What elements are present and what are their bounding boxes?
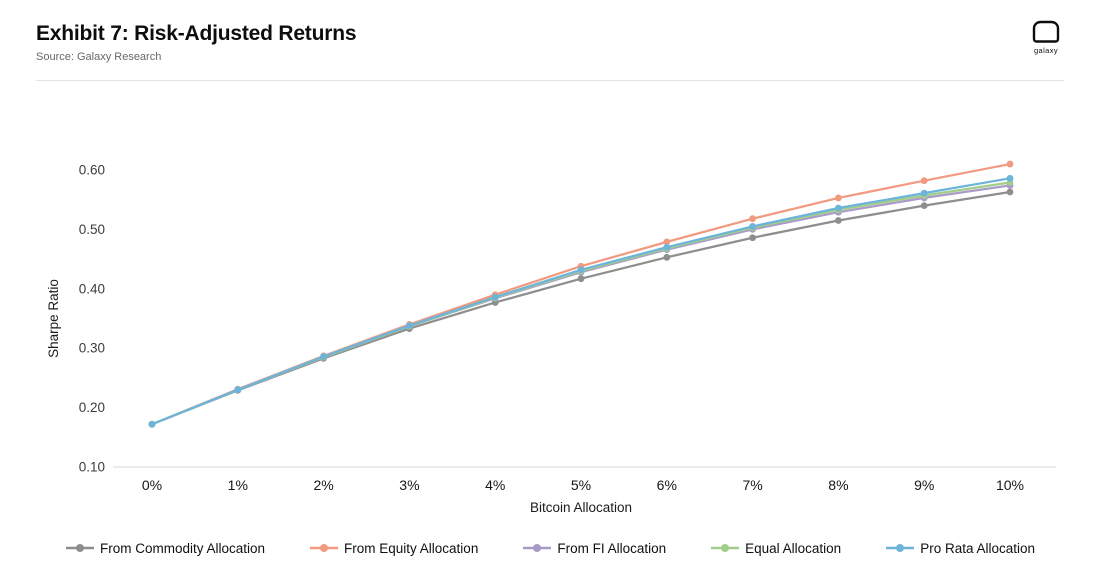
data-point-from-commodity-allocation <box>835 217 842 224</box>
data-point-pro-rata-allocation <box>749 223 756 230</box>
legend-label: From Commodity Allocation <box>99 540 266 556</box>
legend-marker-icon <box>523 544 552 552</box>
galaxy-logo-icon <box>1026 20 1066 44</box>
legend-item-from-equity-allocation[interactable]: From Equity Allocation <box>309 541 478 556</box>
y-tick-label: 0.30 <box>79 341 105 356</box>
x-tick-label: 4% <box>485 477 505 493</box>
legend-label: From FI Allocation <box>557 540 667 556</box>
legend-item-from-fi-allocation[interactable]: From FI Allocation <box>522 541 666 556</box>
data-point-from-commodity-allocation <box>1006 188 1014 196</box>
legend-label: From Equity Allocation <box>344 540 479 556</box>
data-point-pro-rata-allocation <box>148 420 156 428</box>
data-point-pro-rata-allocation <box>920 189 928 197</box>
data-point-pro-rata-allocation <box>491 293 499 301</box>
header: Exhibit 7: Risk-Adjusted Returns Source:… <box>0 0 1100 81</box>
y-tick-label: 0.10 <box>79 460 105 475</box>
series-line-from-commodity-allocation <box>150 190 1012 426</box>
data-point-pro-rata-allocation <box>835 204 842 212</box>
data-point-from-equity-allocation <box>920 177 928 185</box>
data-point-pro-rata-allocation <box>320 353 327 360</box>
line-chart: 0.10 0.20 0.30 0.40 0.50 0.60 0% 1% 2% 3% 4% 5% 6% 7%… <box>46 160 1056 515</box>
legend-item-equal-allocation[interactable]: Equal Allocation <box>710 541 841 556</box>
x-tick-label: 7% <box>742 477 762 493</box>
source-label: Source: Galaxy Research <box>36 51 162 63</box>
x-tick-label: 10% <box>996 477 1024 493</box>
y-tick-label: 0.40 <box>79 281 105 296</box>
galaxy-logo-text: galaxy <box>1033 46 1059 55</box>
data-point-from-commodity-allocation <box>920 202 928 210</box>
legend-item-from-commodity-allocation[interactable]: From Commodity Allocation <box>65 541 265 556</box>
galaxy-logo: galaxy <box>1026 20 1066 55</box>
x-tick-label: 2% <box>313 477 333 493</box>
x-tick-label: 3% <box>399 477 419 493</box>
x-tick-label: 5% <box>571 477 591 493</box>
data-point-from-equity-allocation <box>835 194 842 202</box>
data-point-from-equity-allocation <box>1006 160 1014 168</box>
data-point-pro-rata-allocation <box>663 243 671 251</box>
legend-marker-icon <box>886 544 915 552</box>
legend-item-pro-rata-allocation[interactable]: Pro Rata Allocation <box>885 541 1035 556</box>
legend-marker-icon <box>310 544 339 552</box>
legend-label: Pro Rata Allocation <box>920 540 1036 556</box>
chart-legend: From Commodity Allocation From Equity All… <box>0 536 1100 560</box>
x-tick-label: 6% <box>657 477 677 493</box>
data-point-pro-rata-allocation <box>234 386 242 394</box>
data-point-from-commodity-allocation <box>749 234 756 242</box>
data-point-from-commodity-allocation <box>577 275 585 283</box>
data-point-pro-rata-allocation <box>577 266 585 274</box>
y-tick-label: 0.20 <box>79 400 105 415</box>
legend-marker-icon <box>65 544 94 552</box>
series-line-from-fi-allocation <box>150 184 1012 426</box>
y-tick-label: 0.60 <box>79 163 105 178</box>
legend-marker-icon <box>711 544 740 552</box>
series-line-equal-allocation <box>150 181 1012 426</box>
x-tick-label: 0% <box>142 477 162 493</box>
data-point-from-equity-allocation <box>749 215 756 223</box>
x-axis-title: Bitcoin Allocation <box>530 500 632 515</box>
data-point-pro-rata-allocation <box>1006 174 1014 182</box>
data-point-from-equity-allocation <box>663 238 671 246</box>
series-line-pro-rata-allocation <box>150 177 1012 426</box>
y-tick-label: 0.50 <box>79 222 105 237</box>
page-title: Exhibit 7: Risk-Adjusted Returns <box>36 22 357 45</box>
data-point-from-commodity-allocation <box>663 253 671 261</box>
x-tick-label: 8% <box>828 477 848 493</box>
x-tick-label: 1% <box>228 477 248 493</box>
y-axis-title: Sharpe Ratio <box>46 279 61 358</box>
x-tick-label: 9% <box>914 477 934 493</box>
legend-label: Equal Allocation <box>745 540 842 556</box>
data-point-pro-rata-allocation <box>406 322 413 330</box>
